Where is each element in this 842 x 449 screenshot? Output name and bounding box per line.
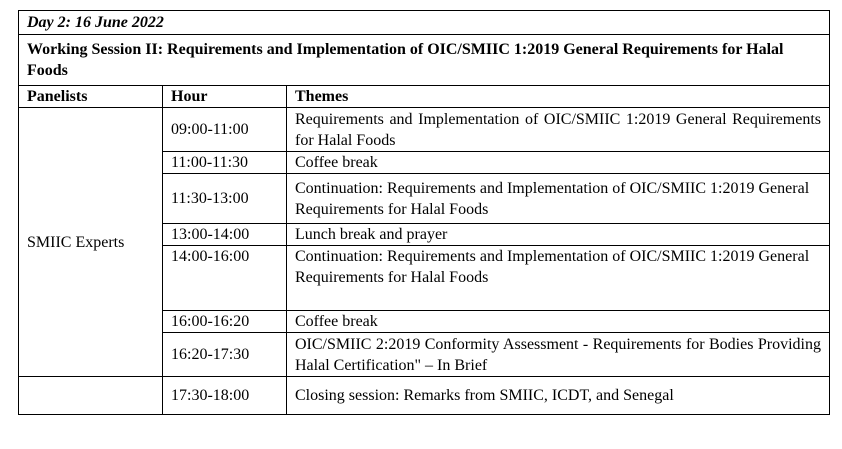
table-row: SMIIC Experts 09:00-11:00 Requirements a… <box>18 107 830 377</box>
header-panelists: Panelists <box>18 85 163 108</box>
hour-cell: 14:00-16:00 <box>162 245 287 311</box>
theme-cell: Lunch break and prayer <box>286 223 830 246</box>
header-themes: Themes <box>286 85 830 108</box>
session-title: Working Session II: Requirements and Imp… <box>18 34 830 86</box>
theme-cell: Continuation: Requirements and Implement… <box>286 245 830 311</box>
hour-cell: 16:20-17:30 <box>162 332 287 377</box>
panelist-cell-empty <box>18 376 163 415</box>
day-title: Day 2: 16 June 2022 <box>18 10 830 35</box>
hour-cell: 09:00-11:00 <box>162 107 287 152</box>
hour-cell: 11:00-11:30 <box>162 151 287 174</box>
header-row: Panelists Hour Themes <box>18 85 830 108</box>
hour-cell: 13:00-14:00 <box>162 223 287 246</box>
theme-cell: Coffee break <box>286 310 830 333</box>
theme-cell: OIC/SMIIC 2:2019 Conformity Assessment -… <box>286 332 830 377</box>
hour-cell: 17:30-18:00 <box>162 376 287 415</box>
table-row: 11:30-13:00 Continuation: Requirements a… <box>19 173 830 224</box>
table-row: 14:00-16:00 Continuation: Requirements a… <box>19 245 830 311</box>
agenda-table: Day 2: 16 June 2022 Working Session II: … <box>18 10 830 415</box>
theme-cell: Coffee break <box>286 151 830 174</box>
panelist-cell: SMIIC Experts <box>18 107 163 377</box>
table-row: 13:00-14:00 Lunch break and prayer <box>19 223 830 246</box>
hour-cell: 11:30-13:00 <box>162 173 287 224</box>
theme-cell: Requirements and Implementation of OIC/S… <box>286 107 830 152</box>
table-row: 16:20-17:30 OIC/SMIIC 2:2019 Conformity … <box>19 332 830 377</box>
day-row: Day 2: 16 June 2022 <box>18 10 830 35</box>
theme-cell: Closing session: Remarks from SMIIC, ICD… <box>286 376 830 415</box>
table-row: 17:30-18:00 Closing session: Remarks fro… <box>18 376 830 415</box>
session-row: Working Session II: Requirements and Imp… <box>18 34 830 86</box>
hour-cell: 16:00-16:20 <box>162 310 287 333</box>
theme-cell: Continuation: Requirements and Implement… <box>286 173 830 224</box>
header-hour: Hour <box>162 85 287 108</box>
